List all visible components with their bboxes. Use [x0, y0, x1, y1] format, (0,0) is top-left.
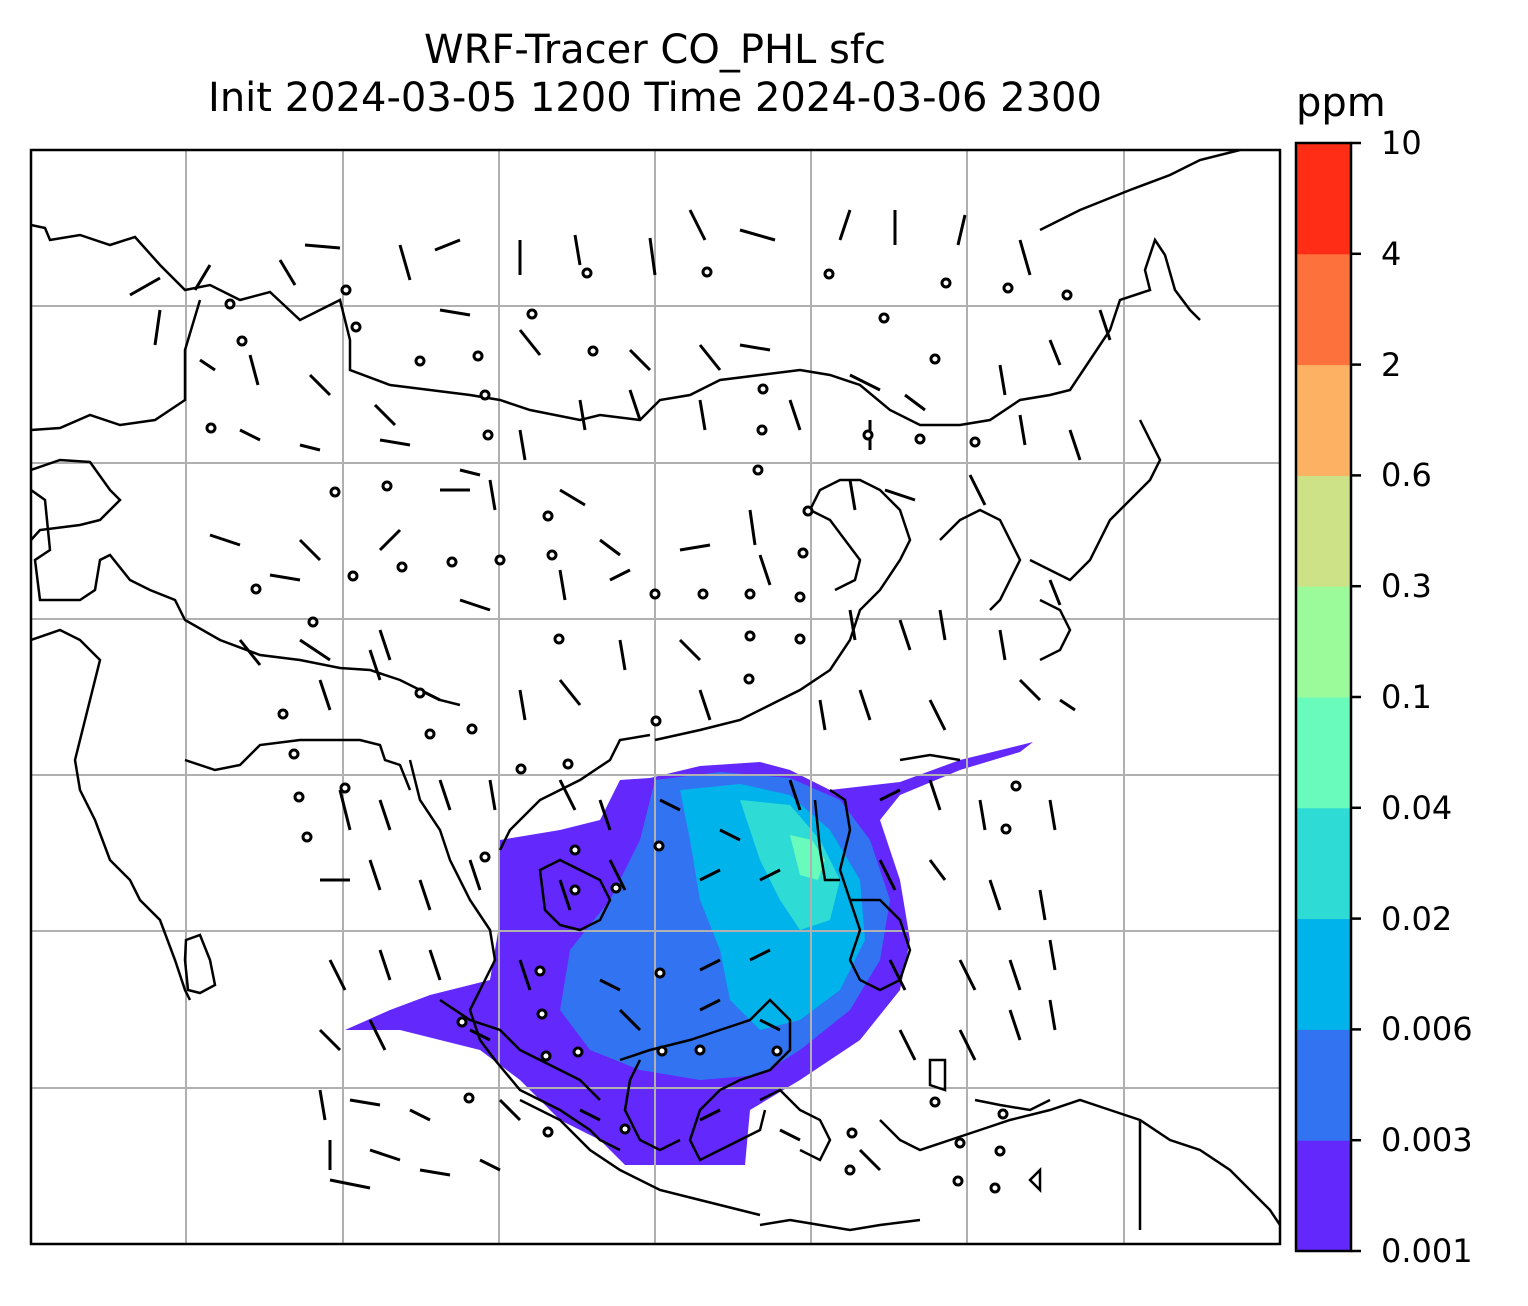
colorbar-tick-label: 0.006: [1381, 1010, 1473, 1049]
colorbar-band: [1296, 1029, 1351, 1141]
map-title: WRF-Tracer CO_PHL sfc Init 2024-03-05 12…: [30, 26, 1280, 122]
title-line-1: WRF-Tracer CO_PHL sfc: [424, 27, 886, 73]
wind-barbs: [129, 209, 1112, 1190]
colorbar-band: [1296, 918, 1351, 1030]
colorbar-tick-label: 2: [1381, 345, 1402, 384]
colorbar-band: [1296, 475, 1351, 587]
map-frame: [29, 148, 1282, 1246]
colorbar-tick-label: 0.04: [1381, 788, 1453, 827]
plume-level-4: [740, 800, 840, 930]
colorbar-band: [1296, 586, 1351, 698]
colorbar-tick-label: 0.02: [1381, 899, 1453, 938]
colorbar-tick-label: 0.1: [1381, 678, 1432, 716]
calm-wind-markers: [205, 266, 1073, 1194]
colorbar-tick-label: 0.6: [1381, 456, 1432, 495]
colorbar-tick-label: 0.3: [1381, 567, 1432, 606]
coastlines: [31, 150, 1280, 1232]
colorbar-band: [1296, 253, 1351, 366]
colorbar-band: [1296, 364, 1351, 476]
gridlines: [31, 150, 1280, 1244]
colorbar-tick-label: 0.003: [1381, 1121, 1473, 1160]
colorbar-band: [1296, 1140, 1351, 1252]
map-area: [31, 150, 1280, 1244]
colorbar-band: [1296, 143, 1351, 255]
colorbar-unit-label: ppm: [1296, 80, 1386, 126]
colorbar: [1294, 141, 1361, 1253]
plume-level-5: [790, 835, 825, 880]
colorbar-tick-label: 10: [1381, 124, 1422, 162]
colorbar-tick-label: 0.001: [1381, 1232, 1473, 1270]
colorbar-band: [1296, 807, 1351, 920]
colorbar-band: [1296, 697, 1351, 809]
title-line-2: Init 2024-03-05 1200 Time 2024-03-06 230…: [208, 75, 1102, 121]
colorbar-tick-label: 4: [1381, 234, 1402, 273]
